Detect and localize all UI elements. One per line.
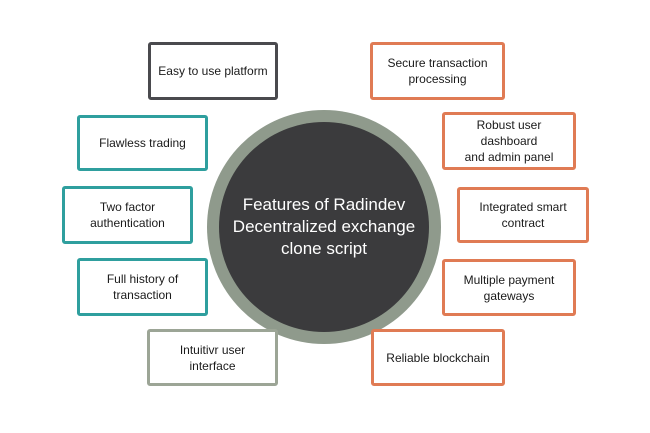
feature-box-reliable-blockchain: Reliable blockchain bbox=[371, 329, 505, 386]
feature-box-intuitive-user-interface: Intuitivr user interface bbox=[147, 329, 278, 386]
feature-box-easy-to-use-platform: Easy to use platform bbox=[148, 42, 278, 100]
center-title: Features of Radindev Decentralized excha… bbox=[232, 195, 416, 258]
feature-box-flawless-trading: Flawless trading bbox=[77, 115, 208, 171]
feature-box-integrated-smart-contract: Integrated smart contract bbox=[457, 187, 589, 243]
feature-box-multiple-payment-gateways: Multiple payment gateways bbox=[442, 259, 576, 316]
center-hub: Features of Radindev Decentralized excha… bbox=[219, 122, 429, 332]
feature-box-robust-user-dashboard: Robust user dashboard and admin panel bbox=[442, 112, 576, 170]
feature-box-full-history-of-transaction: Full history of transaction bbox=[77, 258, 208, 316]
feature-box-two-factor-authentication: Two factor authentication bbox=[62, 186, 193, 244]
feature-box-secure-transaction-processing: Secure transaction processing bbox=[370, 42, 505, 100]
